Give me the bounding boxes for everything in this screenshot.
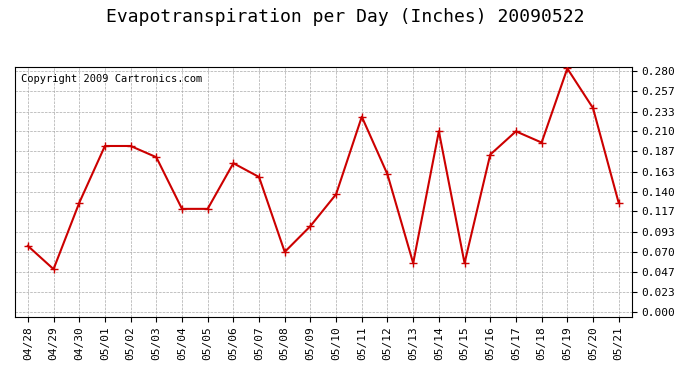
Text: Evapotranspiration per Day (Inches) 20090522: Evapotranspiration per Day (Inches) 2009… bbox=[106, 8, 584, 26]
Text: Copyright 2009 Cartronics.com: Copyright 2009 Cartronics.com bbox=[21, 74, 202, 84]
